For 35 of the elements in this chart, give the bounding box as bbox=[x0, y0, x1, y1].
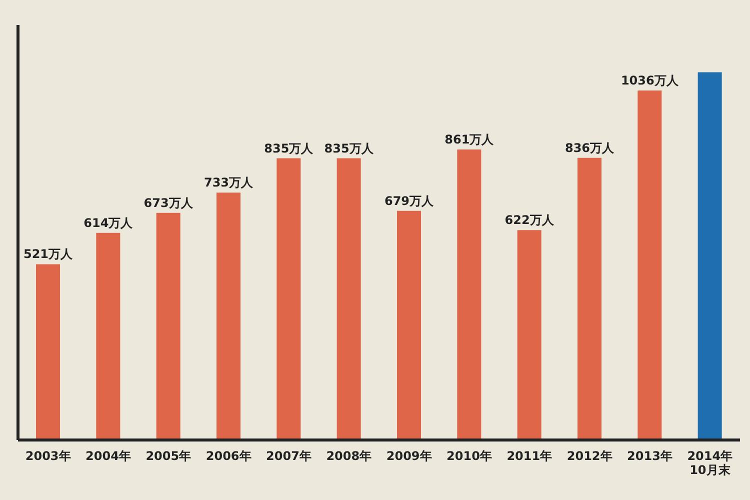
bar bbox=[96, 232, 120, 440]
x-tick-label: 2007年 bbox=[266, 449, 312, 463]
x-tick-label: 2013年 bbox=[627, 449, 672, 463]
x-tick-label: 2010年 bbox=[446, 449, 492, 463]
x-tick-label: 2012年 bbox=[566, 449, 612, 463]
data-label: 836万人 bbox=[564, 140, 616, 155]
data-label: 521万人 bbox=[23, 247, 74, 262]
x-tick-label: 2003年 bbox=[25, 449, 71, 463]
x-tick-label: 2006年 bbox=[206, 449, 252, 463]
data-label: 614万人 bbox=[84, 216, 134, 230]
bar bbox=[36, 264, 60, 440]
bar bbox=[517, 230, 542, 440]
data-label: 861万人 bbox=[444, 132, 495, 146]
x-tick-label: 2009年 bbox=[386, 449, 432, 463]
bar bbox=[216, 192, 240, 440]
data-label: 679万人 bbox=[384, 194, 435, 208]
x-tick-label: 2008年 bbox=[326, 449, 372, 463]
data-label: 1036万人 bbox=[620, 73, 680, 88]
x-tick-label: 2011年 bbox=[506, 449, 552, 463]
data-label: 835万人 bbox=[264, 141, 314, 156]
x-tick-label: 2014年 10月末 bbox=[687, 449, 733, 477]
bar bbox=[638, 90, 662, 440]
data-label: 622万人 bbox=[504, 213, 555, 228]
bar bbox=[156, 212, 180, 440]
bar bbox=[336, 158, 361, 440]
data-label: 673万人 bbox=[144, 196, 194, 210]
data-label: 835万人 bbox=[324, 141, 374, 156]
bar bbox=[397, 210, 421, 440]
bar bbox=[698, 72, 722, 440]
x-tick-label: 2005年 bbox=[146, 449, 192, 463]
bar bbox=[578, 158, 602, 440]
x-tick-label: 2004年 bbox=[86, 449, 131, 463]
bar bbox=[457, 150, 482, 440]
bar bbox=[276, 158, 301, 440]
data-label: 733万人 bbox=[204, 176, 254, 190]
